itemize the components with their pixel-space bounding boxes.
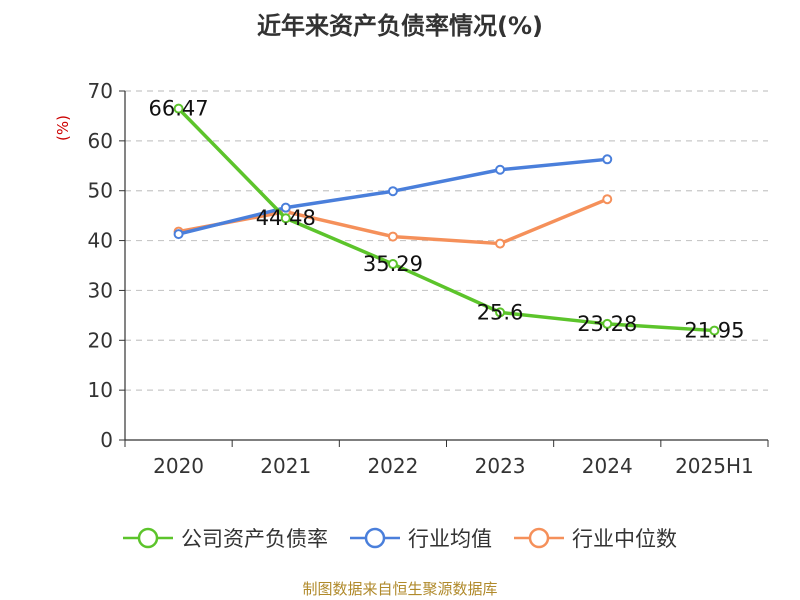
x-tick-label-2021: 2021 — [260, 454, 311, 478]
data-point — [173, 103, 184, 114]
y-tick-label: 60 — [88, 129, 113, 153]
legend-item-0[interactable]: 公司资产负债率 — [123, 523, 328, 553]
data-point — [280, 213, 291, 224]
y-tick-label: 50 — [88, 179, 113, 203]
data-point — [602, 318, 613, 329]
data-label: 25.6 — [477, 300, 524, 324]
data-point — [173, 229, 184, 240]
series-lines — [173, 103, 720, 336]
data-point — [602, 154, 613, 165]
legend-label: 公司资产负债率 — [181, 527, 328, 551]
data-label: 35.29 — [363, 252, 423, 276]
x-tick-label-2020: 2020 — [153, 454, 204, 478]
data-point — [387, 231, 398, 242]
y-tick-label: 0 — [100, 428, 113, 452]
legend-label: 行业中位数 — [572, 527, 677, 551]
legend-swatch-icon — [350, 527, 400, 549]
data-point — [387, 259, 398, 270]
legend-item-2[interactable]: 行业中位数 — [514, 523, 677, 553]
y-tick-label: 40 — [88, 229, 113, 253]
y-tick-label: 10 — [88, 378, 113, 402]
y-tick-label: 30 — [88, 278, 113, 302]
series-line-0 — [176, 106, 717, 333]
y-tick-label: 70 — [88, 79, 113, 103]
axes: 0 10 20 30 40 50 60 70 2020 2021 2022 2023 2024 2025H… — [88, 79, 769, 478]
chart-title: 近年来资产负债率情况(%) — [257, 12, 543, 40]
data-point — [495, 307, 506, 318]
legend-item-1[interactable]: 行业均值 — [350, 523, 492, 553]
x-tick-label-2025H1: 2025H1 — [675, 454, 754, 478]
data-label: 23.28 — [577, 312, 637, 336]
x-tick-label-2024: 2024 — [582, 454, 633, 478]
data-point — [387, 186, 398, 197]
data-point — [495, 164, 506, 175]
y-axis-label: (%) — [54, 115, 72, 141]
data-label: 21.95 — [684, 319, 744, 343]
data-point — [495, 238, 506, 249]
data-point — [602, 194, 613, 205]
legend: 公司资产负债率 行业均值 行业中位数 — [0, 520, 800, 556]
data-labels: 66.47 44.48 35.29 25.6 23.28 21.95 — [149, 97, 745, 343]
data-label: 44.48 — [256, 206, 316, 230]
legend-swatch-icon — [514, 527, 564, 549]
y-tick-label: 20 — [88, 328, 113, 352]
legend-label: 行业均值 — [408, 527, 492, 551]
x-tick-label-2023: 2023 — [475, 454, 526, 478]
source-note: 制图数据来自恒生聚源数据库 — [302, 580, 498, 598]
x-tick-label-2022: 2022 — [367, 454, 418, 478]
legend-swatch-icon — [123, 527, 173, 549]
series-line-1 — [176, 157, 609, 236]
data-point — [280, 202, 291, 213]
data-point — [709, 325, 720, 336]
data-label: 66.47 — [149, 97, 209, 121]
